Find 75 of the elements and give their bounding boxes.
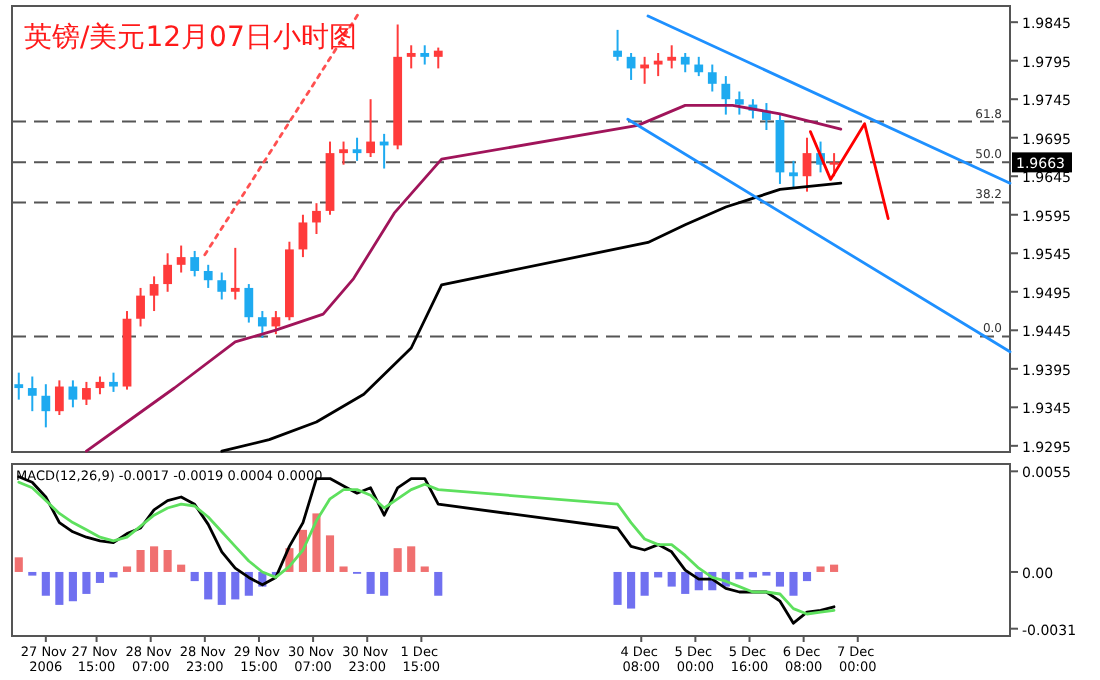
candlestick	[312, 202, 321, 236]
bar	[312, 513, 321, 572]
bar	[136, 550, 145, 572]
candlestick	[14, 371, 24, 401]
candlestick	[721, 75, 731, 116]
bar	[613, 571, 622, 605]
bar	[420, 566, 429, 572]
candlestick	[680, 51, 690, 74]
bar	[95, 571, 105, 583]
candlestick	[257, 310, 267, 339]
bar	[380, 571, 389, 596]
candlestick	[802, 136, 812, 193]
line-series	[809, 122, 890, 220]
candlestick	[707, 63, 717, 93]
candlestick	[54, 379, 64, 417]
bar	[68, 571, 77, 602]
bar	[325, 535, 335, 572]
candlestick	[230, 246, 240, 301]
bar	[802, 571, 812, 582]
candlestick	[82, 380, 91, 407]
candlestick	[203, 263, 213, 289]
bar	[681, 571, 690, 594]
bar	[775, 571, 785, 587]
candlestick	[271, 310, 281, 336]
candlestick	[339, 140, 348, 166]
bar	[627, 571, 636, 609]
candlestick	[667, 44, 677, 70]
candlestick	[420, 44, 430, 66]
candlestick	[176, 244, 186, 274]
candlestick	[366, 98, 375, 158]
bar	[667, 571, 676, 587]
bar	[14, 557, 23, 572]
bar	[163, 550, 172, 572]
bar	[830, 564, 839, 572]
bar	[231, 571, 240, 600]
candlestick	[789, 159, 798, 189]
bar	[434, 571, 443, 596]
bar	[339, 566, 348, 572]
candlestick	[244, 283, 254, 324]
line-series	[220, 181, 843, 453]
bar	[217, 571, 226, 605]
bar	[204, 571, 213, 600]
text: 英镑/美元12月07日小时图	[24, 22, 357, 54]
bar	[150, 546, 159, 572]
candlestick	[694, 55, 704, 78]
bar	[816, 566, 825, 572]
candlestick	[163, 252, 173, 293]
candlestick	[217, 271, 227, 301]
candlestick	[613, 28, 622, 62]
bar	[122, 566, 132, 572]
candlestick	[298, 213, 308, 259]
bar	[82, 571, 91, 594]
candlestick	[734, 90, 744, 116]
bar	[393, 548, 402, 572]
candlestick	[149, 275, 159, 313]
candlestick	[352, 136, 362, 162]
bar	[177, 564, 186, 572]
bar	[789, 571, 798, 596]
bar	[190, 571, 199, 582]
bar	[55, 571, 64, 605]
candlestick	[27, 375, 37, 413]
bar	[366, 571, 375, 594]
bar	[735, 571, 744, 580]
bar	[109, 571, 118, 578]
candlestick	[190, 249, 200, 278]
candlestick	[653, 51, 663, 78]
candlestick	[406, 44, 416, 70]
candlestick	[68, 379, 78, 409]
bar	[640, 571, 649, 596]
candlestick	[41, 383, 51, 429]
bar	[407, 546, 416, 572]
candlestick	[109, 371, 118, 393]
candlestick	[433, 46, 443, 70]
candlestick	[136, 286, 145, 328]
bar	[41, 571, 50, 596]
